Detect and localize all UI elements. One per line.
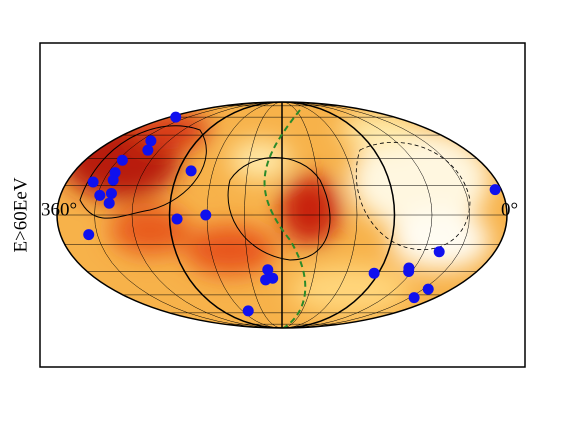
event-dot xyxy=(408,292,420,304)
event-dot xyxy=(260,274,272,286)
event-dot xyxy=(185,165,197,177)
frame xyxy=(39,42,526,368)
event-dot xyxy=(368,267,380,279)
x-tick-label: 0° xyxy=(501,199,518,220)
event-dot xyxy=(489,184,501,196)
event-dot xyxy=(116,154,128,166)
event-dot xyxy=(87,176,99,188)
event-dot xyxy=(145,135,157,147)
event-dot xyxy=(403,266,415,277)
event-dot xyxy=(94,189,106,201)
event-dot xyxy=(422,283,434,295)
event-dot xyxy=(200,209,212,221)
event-dot xyxy=(105,187,117,199)
event-dot xyxy=(170,111,182,123)
event-dot xyxy=(107,174,119,186)
event-dot xyxy=(171,213,183,225)
event-dot xyxy=(103,197,115,209)
event-dot xyxy=(142,144,154,156)
event-dot xyxy=(433,246,445,258)
event-dot xyxy=(262,264,274,276)
x-tick-label: 360° xyxy=(41,199,77,220)
event-dot xyxy=(242,305,254,317)
y-axis-label: E>60EeV xyxy=(10,177,31,252)
event-dot xyxy=(83,229,95,241)
